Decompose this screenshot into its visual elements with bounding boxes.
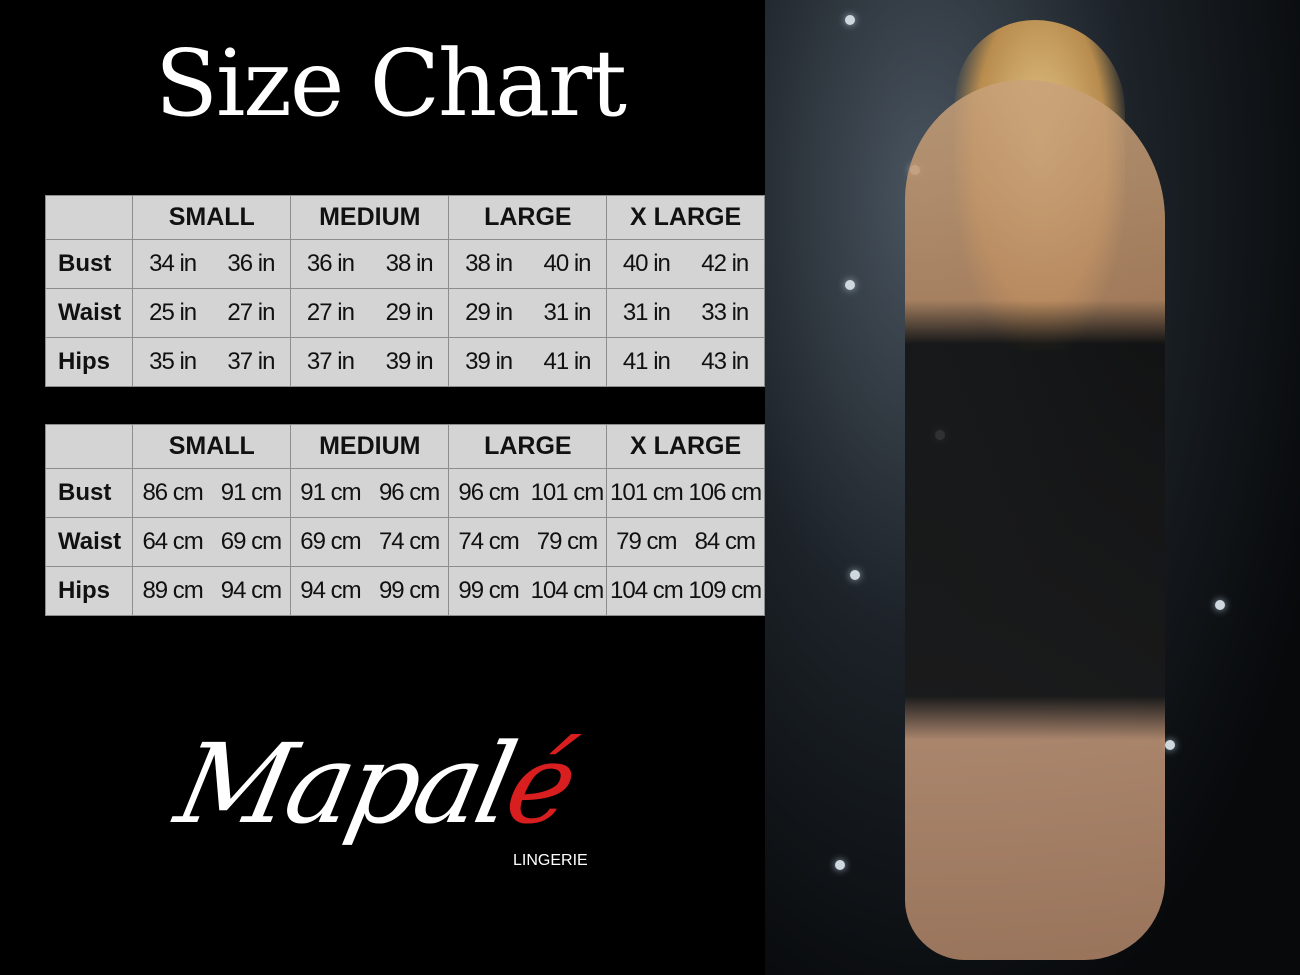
measurement-cell: 39 in xyxy=(369,337,450,387)
measurement-cell: 84 cm xyxy=(685,517,765,567)
measurement-cell: 69 cm xyxy=(290,517,370,567)
table-row: Hips 35 in 37 in 37 in 39 in 39 in 41 in 41 in 4… xyxy=(44,337,765,387)
table-row: Hips 89 cm 94 cm 94 cm 99 cm 99 cm 104 cm 104 c… xyxy=(44,566,765,616)
measurement-cell: 79 cm xyxy=(527,517,608,567)
size-header: X LARGE xyxy=(606,195,765,240)
row-label: Bust xyxy=(44,468,134,518)
logo-wordmark: Mapalé xyxy=(166,720,585,848)
measurement-cell: 33 in xyxy=(685,288,765,338)
measurement-cell: 86 cm xyxy=(132,468,212,518)
measurement-cell: 91 cm xyxy=(211,468,292,518)
model-photo xyxy=(765,0,1300,975)
measurement-cell: 31 in xyxy=(606,288,686,338)
measurement-cell: 37 in xyxy=(290,337,370,387)
logo-subtitle: LINGERIE xyxy=(513,852,588,869)
size-header: X LARGE xyxy=(606,424,765,469)
cm-size-table: SMALL MEDIUM LARGE X LARGE Bust 86 cm 91 c… xyxy=(44,424,765,616)
model-figure xyxy=(905,80,1165,960)
row-label: Bust xyxy=(44,239,134,289)
measurement-cell: 101 cm xyxy=(606,468,686,518)
measurement-cell: 69 cm xyxy=(211,517,292,567)
table-row: Waist 25 in 27 in 27 in 29 in 29 in 31 in 31 in… xyxy=(44,288,765,338)
measurement-cell: 94 cm xyxy=(211,566,292,616)
size-header: LARGE xyxy=(448,424,608,469)
measurement-cell: 89 cm xyxy=(132,566,212,616)
measurement-cell: 99 cm xyxy=(448,566,528,616)
measurement-cell: 41 in xyxy=(527,337,608,387)
row-label: Hips xyxy=(44,337,134,387)
corner-cell xyxy=(44,424,134,469)
size-header: MEDIUM xyxy=(290,195,450,240)
measurement-cell: 31 in xyxy=(527,288,608,338)
measurement-cell: 64 cm xyxy=(132,517,212,567)
measurement-cell: 36 in xyxy=(211,239,292,289)
measurement-cell: 104 cm xyxy=(527,566,608,616)
header-row: SMALL MEDIUM LARGE X LARGE xyxy=(44,195,765,240)
measurement-cell: 74 cm xyxy=(448,517,528,567)
measurement-cell: 39 in xyxy=(448,337,528,387)
measurement-cell: 42 in xyxy=(685,239,765,289)
measurement-cell: 25 in xyxy=(132,288,212,338)
table-row: Bust 86 cm 91 cm 91 cm 96 cm 96 cm 101 cm 101 c… xyxy=(44,468,765,518)
page-title: Size Chart xyxy=(154,30,627,137)
measurement-cell: 101 cm xyxy=(527,468,608,518)
measurement-cell: 35 in xyxy=(132,337,212,387)
measurement-cell: 104 cm xyxy=(606,566,686,616)
measurement-cell: 29 in xyxy=(448,288,528,338)
measurement-cell: 38 in xyxy=(369,239,450,289)
size-header: SMALL xyxy=(132,424,292,469)
brand-logo: Mapalé LINGERIE xyxy=(166,720,615,880)
size-header: LARGE xyxy=(448,195,608,240)
row-label: Hips xyxy=(44,566,134,616)
measurement-cell: 38 in xyxy=(448,239,528,289)
header-row: SMALL MEDIUM LARGE X LARGE xyxy=(44,424,765,469)
measurement-cell: 27 in xyxy=(211,288,292,338)
size-header: MEDIUM xyxy=(290,424,450,469)
measurement-cell: 96 cm xyxy=(448,468,528,518)
measurement-cell: 37 in xyxy=(211,337,292,387)
size-header: SMALL xyxy=(132,195,292,240)
row-label: Waist xyxy=(44,288,134,338)
measurement-cell: 99 cm xyxy=(369,566,450,616)
measurement-cell: 91 cm xyxy=(290,468,370,518)
measurement-cell: 40 in xyxy=(606,239,686,289)
measurement-cell: 34 in xyxy=(132,239,212,289)
measurement-cell: 96 cm xyxy=(369,468,450,518)
measurement-cell: 109 cm xyxy=(685,566,765,616)
measurement-cell: 40 in xyxy=(527,239,608,289)
table-row: Bust 34 in 36 in 36 in 38 in 38 in 40 in 40 in 4… xyxy=(44,239,765,289)
measurement-cell: 36 in xyxy=(290,239,370,289)
measurement-cell: 27 in xyxy=(290,288,370,338)
measurement-cell: 43 in xyxy=(685,337,765,387)
measurement-cell: 41 in xyxy=(606,337,686,387)
measurement-cell: 106 cm xyxy=(685,468,765,518)
row-label: Waist xyxy=(44,517,134,567)
measurement-cell: 94 cm xyxy=(290,566,370,616)
inches-size-table: SMALL MEDIUM LARGE X LARGE Bust 34 in 36 i… xyxy=(44,195,765,387)
corner-cell xyxy=(44,195,134,240)
measurement-cell: 74 cm xyxy=(369,517,450,567)
table-row: Waist 64 cm 69 cm 69 cm 74 cm 74 cm 79 cm 79 cm… xyxy=(44,517,765,567)
measurement-cell: 29 in xyxy=(369,288,450,338)
measurement-cell: 79 cm xyxy=(606,517,686,567)
